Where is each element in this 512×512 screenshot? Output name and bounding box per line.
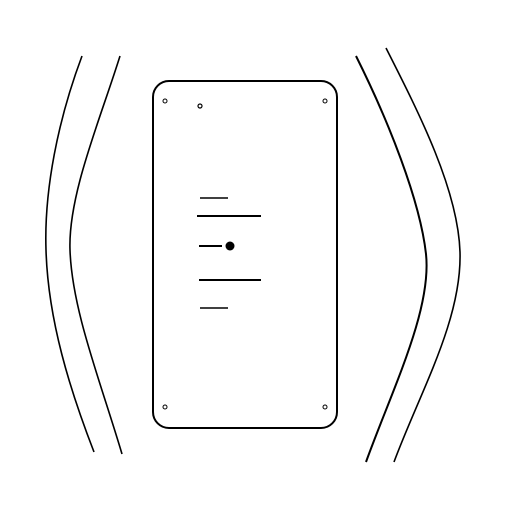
indicator-dot	[197, 103, 203, 109]
device-body	[152, 80, 338, 429]
screw-top-right	[322, 98, 328, 104]
screw-top-left	[162, 98, 168, 104]
screw-bottom-right	[322, 404, 328, 410]
left-outer-arc	[45, 55, 95, 453]
center-dot	[225, 241, 235, 251]
screw-bottom-left	[162, 404, 168, 410]
right-inner-arc	[355, 55, 428, 463]
left-inner-arc	[69, 55, 123, 455]
right-outer-arc	[385, 47, 461, 463]
